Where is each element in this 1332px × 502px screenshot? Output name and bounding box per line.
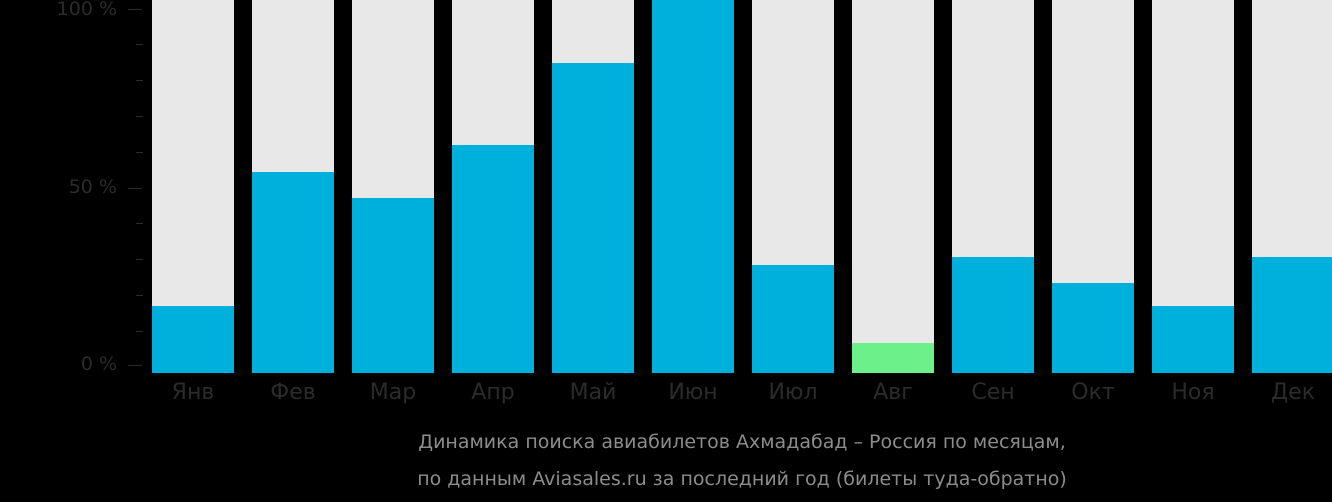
x-tick-label: Дек: [1270, 380, 1315, 405]
bar-fill: [752, 264, 834, 373]
bar-8: [952, 0, 1034, 373]
y-tick-label-0: 0 %: [80, 353, 117, 375]
x-tick-label: Сен: [971, 380, 1015, 405]
bar-5: [652, 0, 734, 373]
y-tick-major: [128, 188, 142, 189]
bar-9: [1052, 0, 1134, 373]
x-tick-label: Ноя: [1171, 380, 1215, 405]
bar-0: [152, 0, 234, 373]
bar-fill: [252, 171, 334, 373]
bar-2: [352, 0, 434, 373]
y-tick-major: [128, 9, 142, 10]
y-tick-minor: [136, 259, 143, 260]
bar-6: [752, 0, 834, 373]
bar-1: [252, 0, 334, 373]
x-tick-label: Янв: [171, 380, 215, 405]
bar-10: [1152, 0, 1234, 373]
y-tick-minor: [136, 152, 143, 153]
chart-caption-line2: по данным Aviasales.ru за последний год …: [417, 468, 1067, 490]
bar-3: [452, 0, 534, 373]
bar-fill: [1152, 305, 1234, 373]
bar-fill: [652, 0, 734, 373]
bar-fill: [152, 305, 234, 373]
y-tick-label-50: 50 %: [68, 176, 117, 198]
bar-fill: [1052, 283, 1134, 373]
y-tick-minor: [136, 223, 143, 224]
y-tick-major: [128, 365, 142, 366]
x-tick-label: Апр: [471, 380, 515, 405]
y-tick-minor: [136, 80, 143, 81]
y-tick-label-100: 100 %: [56, 0, 117, 20]
x-tick-label: Мар: [369, 380, 417, 405]
bar-fill: [352, 197, 434, 373]
bar-fill: [852, 343, 934, 373]
bar-4: [552, 0, 634, 373]
y-tick-minor: [136, 116, 143, 117]
bar-fill: [1252, 257, 1332, 373]
bar-11: [1252, 0, 1332, 373]
x-tick-label: Июн: [668, 380, 718, 405]
x-tick-label: Фев: [270, 380, 316, 405]
x-tick-label: Окт: [1071, 380, 1115, 405]
x-tick-label: Авг: [873, 380, 913, 405]
bar-fill: [452, 145, 534, 373]
chart-caption-line1: Динамика поиска авиабилетов Ахмадабад – …: [418, 431, 1066, 453]
y-tick-minor: [136, 295, 143, 296]
bar-7: [852, 0, 934, 373]
x-tick-label: Май: [569, 380, 617, 405]
bar-fill: [952, 257, 1034, 373]
x-tick-label: Июл: [768, 380, 818, 405]
bar-fill: [552, 63, 634, 373]
y-tick-minor: [136, 331, 143, 332]
y-tick-minor: [136, 44, 143, 45]
